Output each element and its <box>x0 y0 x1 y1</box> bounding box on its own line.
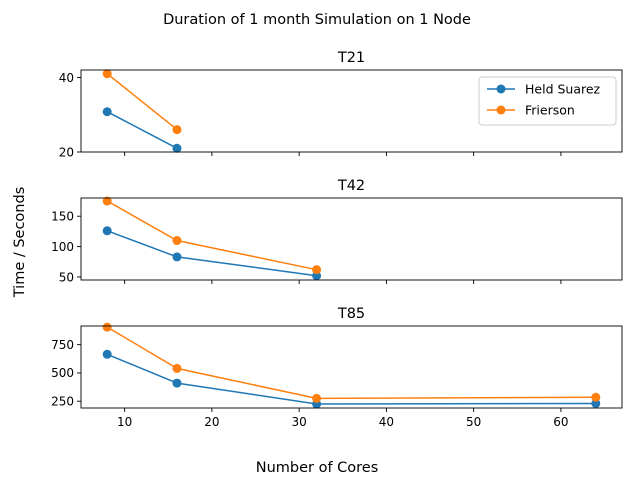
y-tick-label-t42-100: 100 <box>51 240 74 254</box>
subplot-t21: T21 20 40 <box>59 50 623 159</box>
point-t42-frierson-32 <box>312 265 322 275</box>
legend-entry-held-suarez: Held Suarez <box>487 82 601 97</box>
subplot-title-t85: T85 <box>337 306 365 322</box>
point-t42-frierson-8 <box>102 196 112 206</box>
x-tick-label-10: 10 <box>117 415 132 429</box>
legend-label-held-suarez: Held Suarez <box>525 82 601 97</box>
x-tick-label-50: 50 <box>466 415 481 429</box>
axes-frame-t21 <box>80 69 623 153</box>
y-tick-label-t85-500: 500 <box>51 366 74 380</box>
y-tick-label-t21-20: 20 <box>59 145 74 159</box>
subplot-t42: T42 50 100 150 <box>51 178 623 284</box>
subplot-title-t21: T21 <box>337 50 365 66</box>
series-line-t85-frierson <box>106 326 596 400</box>
series-line-t21-frierson <box>106 73 178 131</box>
series-line-t42-held-suarez <box>106 230 317 277</box>
series-line-t42-frierson <box>106 200 317 271</box>
point-t85-frierson-8 <box>102 322 112 332</box>
point-t85-held-suarez-16 <box>172 378 182 388</box>
subplot-title-t42: T42 <box>337 178 365 194</box>
y-tick-label-t42-50: 50 <box>59 270 74 284</box>
point-t85-frierson-64 <box>591 392 601 402</box>
y-tick-label-t21-40: 40 <box>59 71 74 85</box>
legend-marker-held-suarez <box>496 84 506 94</box>
point-t42-frierson-16 <box>172 236 182 246</box>
y-tick-label-t85-250: 250 <box>51 395 74 409</box>
x-axis-label: Number of Cores <box>256 460 379 476</box>
point-t21-held-suarez-8 <box>102 107 112 117</box>
subplots: T21 20 40 T42 50 100 150 T85 10 20 30 40 50 60 250 500 7… <box>51 50 623 429</box>
point-t85-frierson-16 <box>172 363 182 373</box>
x-tick-label-60: 60 <box>553 415 568 429</box>
series-line-t85-held-suarez <box>106 353 596 405</box>
point-t21-frierson-8 <box>102 69 112 79</box>
legend-marker-frierson <box>496 105 506 115</box>
point-t42-held-suarez-16 <box>172 252 182 262</box>
point-t21-frierson-16 <box>172 125 182 135</box>
y-tick-label-t42-150: 150 <box>51 210 74 224</box>
x-tick-label-20: 20 <box>204 415 219 429</box>
point-t85-held-suarez-8 <box>102 349 112 359</box>
legend: Held Suarez Frierson <box>478 76 617 126</box>
subplot-t85: T85 10 20 30 40 50 60 250 500 750 <box>51 306 623 429</box>
x-tick-label-40: 40 <box>379 415 394 429</box>
y-tick-label-t85-750: 750 <box>51 338 74 352</box>
point-t85-held-suarez-64 <box>591 398 601 408</box>
y-axis-label: Time / Seconds <box>12 187 28 299</box>
x-tick-label-30: 30 <box>292 415 307 429</box>
point-t21-held-suarez-16 <box>172 143 182 153</box>
point-t42-held-suarez-8 <box>102 226 112 236</box>
series-line-t21-held-suarez <box>106 111 178 149</box>
legend-label-frierson: Frierson <box>525 103 575 118</box>
point-t85-frierson-32 <box>312 393 322 403</box>
legend-entry-frierson: Frierson <box>487 103 575 118</box>
figure-title: Duration of 1 month Simulation on 1 Node <box>163 12 471 28</box>
axes-frame-t85 <box>80 325 623 409</box>
axes-frame-t42 <box>80 197 623 281</box>
